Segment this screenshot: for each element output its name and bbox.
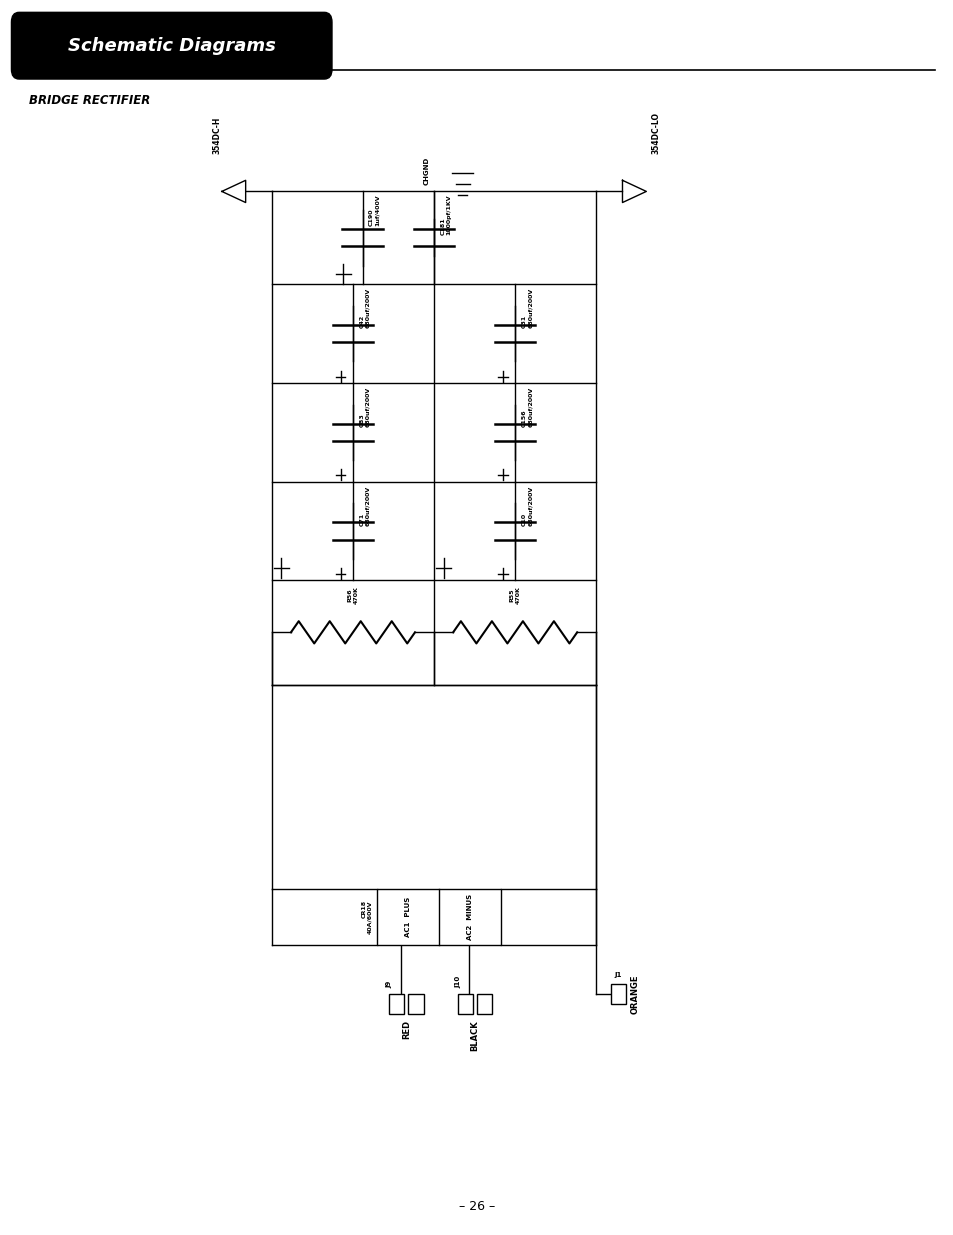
Text: R56
470K: R56 470K [347,587,358,604]
Text: C10
680uf/200V: C10 680uf/200V [521,485,532,526]
FancyBboxPatch shape [11,12,332,79]
Text: C42
680uf/200V: C42 680uf/200V [359,288,370,329]
Text: C190
1uf/400V: C190 1uf/400V [369,194,379,226]
Text: C71
680uf/200V: C71 680uf/200V [359,485,370,526]
Text: CHGND: CHGND [423,157,429,185]
Text: J9: J9 [386,981,392,988]
Text: – 26 –: – 26 – [458,1199,495,1213]
Text: C156
680uf/200V: C156 680uf/200V [521,387,532,427]
Text: 354DC-H: 354DC-H [213,117,221,154]
Text: 354DC-LO: 354DC-LO [650,112,659,154]
Text: BRIDGE RECTIFIER: BRIDGE RECTIFIER [29,94,150,107]
Text: RED: RED [401,1020,411,1039]
Text: AC2  MINUS: AC2 MINUS [466,894,473,940]
Bar [476,994,492,1014]
Text: AC1  PLUS: AC1 PLUS [404,897,411,937]
Text: CR18
40A/600V: CR18 40A/600V [361,900,372,934]
Bar [457,994,473,1014]
Text: CB3
680uf/200V: CB3 680uf/200V [359,387,370,427]
Bar [376,889,500,945]
Text: C31
680uf/200V: C31 680uf/200V [521,288,532,329]
Text: ORANGE: ORANGE [630,974,639,1014]
Bar [389,994,404,1014]
Bar [408,994,423,1014]
Bar [610,984,625,1004]
Text: R55
470K: R55 470K [509,587,520,604]
Text: J10: J10 [455,976,460,988]
Text: Schematic Diagrams: Schematic Diagrams [68,37,275,54]
Text: BLACK: BLACK [470,1020,479,1051]
Text: J1: J1 [614,972,621,978]
Text: C181
1000pf/1KV: C181 1000pf/1KV [440,194,451,235]
